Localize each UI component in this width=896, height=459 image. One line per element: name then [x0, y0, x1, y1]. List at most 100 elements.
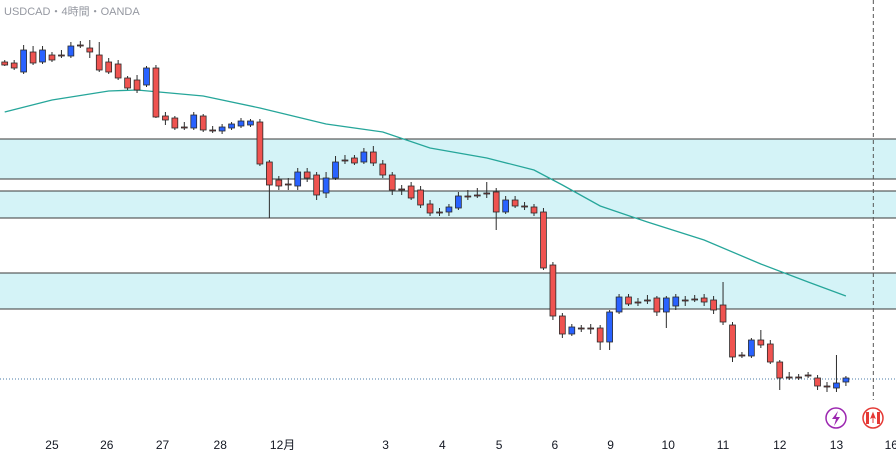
candle-body	[785, 376, 793, 379]
candle-body	[379, 163, 387, 176]
candle-body	[672, 296, 680, 307]
candle-body	[492, 191, 500, 213]
candle-body	[407, 185, 415, 199]
candle-body	[691, 298, 699, 301]
candle-body	[275, 179, 283, 187]
candle-body	[483, 192, 491, 195]
candle-body	[133, 79, 141, 91]
candle-body	[209, 129, 216, 132]
candle-body	[48, 54, 56, 61]
candle-body	[776, 361, 784, 379]
candle-body	[814, 377, 821, 387]
zone	[0, 139, 896, 179]
candle-body	[842, 377, 850, 383]
candle-body	[77, 44, 84, 47]
candle-body	[124, 77, 131, 89]
candle-body	[804, 374, 812, 377]
x-tick-label: 27	[156, 438, 170, 452]
event-icon[interactable]	[825, 407, 847, 429]
flag-band	[866, 412, 869, 424]
candle-body	[228, 123, 235, 129]
candle-body	[700, 297, 708, 303]
candle-body	[530, 206, 538, 214]
candle-body	[341, 159, 349, 162]
candle-body	[625, 296, 632, 305]
x-tick-label: 9	[607, 438, 614, 452]
candle-body	[86, 47, 94, 53]
candle-body	[398, 188, 406, 191]
candle-body	[417, 189, 424, 206]
candle-body	[322, 177, 330, 194]
x-tick-label: 13	[830, 438, 844, 452]
candle-body	[502, 199, 509, 213]
candle-body	[634, 301, 642, 304]
candle-body	[436, 211, 443, 214]
candle-body	[284, 183, 292, 186]
candle-body	[143, 67, 150, 86]
candle-body	[1, 61, 9, 66]
candle-body	[662, 297, 670, 313]
candle-body	[540, 211, 547, 269]
candle-body	[20, 49, 27, 73]
candle-body	[237, 120, 245, 127]
zone	[0, 273, 896, 309]
candle-body	[67, 45, 75, 57]
candle-body	[360, 151, 368, 163]
flag-band	[877, 412, 880, 424]
candle-body	[332, 161, 339, 179]
flag-icon[interactable]	[862, 407, 884, 429]
candle-body	[162, 115, 169, 121]
chart-title: USDCAD・4時間・OANDA	[4, 5, 140, 18]
x-tick-label: 10	[662, 438, 676, 452]
candle-body	[218, 126, 226, 132]
candle-body	[606, 311, 613, 343]
candle-body	[644, 299, 651, 302]
x-tick-label: 16	[885, 438, 896, 452]
event-bolt	[832, 411, 840, 426]
x-tick-label: 28	[214, 438, 228, 452]
x-tick-label: 12	[773, 438, 787, 452]
candle-body	[511, 199, 519, 207]
candle-body	[549, 264, 557, 317]
x-tick-label: 6	[551, 438, 558, 452]
x-tick-label: 3	[382, 438, 389, 452]
candle-body	[180, 126, 188, 129]
x-tick-label: 12月	[270, 438, 295, 452]
candle-body	[388, 174, 396, 191]
flag-leaf	[870, 411, 876, 423]
candle-body	[105, 61, 113, 73]
candle-body	[351, 157, 358, 164]
candle-body	[464, 195, 472, 198]
candle-body	[58, 54, 65, 57]
candle-body	[266, 161, 273, 186]
candle-body	[313, 174, 320, 196]
zone	[0, 191, 896, 218]
candle-body	[577, 327, 585, 330]
candle-body	[587, 327, 595, 330]
candle-body	[39, 49, 46, 63]
candle-body	[10, 62, 18, 69]
candle-body	[766, 343, 774, 363]
candle-body	[653, 297, 661, 313]
candle-body	[294, 171, 302, 187]
candle-body	[521, 205, 528, 208]
candle-body	[171, 117, 179, 129]
candle-body	[199, 115, 207, 131]
candle-body	[445, 206, 453, 213]
candle-body	[795, 376, 802, 379]
candle-body	[823, 385, 831, 388]
candle-body	[729, 324, 736, 358]
candle-body	[719, 304, 727, 323]
candle-body	[114, 63, 122, 79]
candle-body	[256, 121, 264, 165]
x-tick-label: 25	[45, 438, 59, 452]
candle-body	[559, 315, 566, 335]
candle-body	[568, 326, 576, 335]
candle-body	[152, 67, 160, 118]
candle-body	[757, 339, 765, 346]
x-tick-label: 4	[439, 438, 446, 452]
candle-body	[681, 299, 689, 302]
